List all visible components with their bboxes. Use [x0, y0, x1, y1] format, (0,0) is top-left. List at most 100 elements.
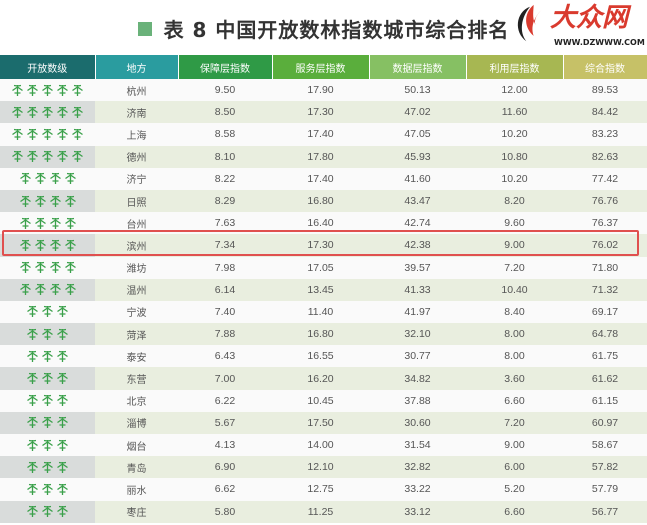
tree-icon [49, 284, 61, 296]
table-row: 济宁 8.22 17.40 41.60 10.20 77.42 [0, 167, 647, 190]
tree-icon [49, 195, 61, 207]
open-level-cell [0, 167, 95, 190]
city-cell: 菏泽 [95, 323, 178, 346]
tree-icon [27, 461, 38, 473]
index-value-cell: 9.00 [466, 434, 563, 457]
open-level-cell [0, 189, 95, 213]
tree-icon [57, 506, 68, 518]
index-value-cell: 8.50 [178, 101, 272, 124]
index-value-cell: 61.75 [563, 345, 647, 368]
index-value-cell: 10.20 [466, 167, 563, 190]
city-cell: 丽水 [95, 478, 178, 501]
city-cell: 枣庄 [95, 500, 178, 523]
index-value-cell: 56.77 [563, 500, 647, 523]
tree-icon [19, 173, 31, 185]
index-value-cell: 41.33 [369, 278, 466, 301]
tree-icon [27, 417, 38, 429]
tree-icon [42, 350, 53, 362]
index-value-cell: 7.40 [178, 300, 272, 324]
index-value-cell: 57.79 [563, 478, 647, 501]
index-value-cell: 8.00 [466, 345, 563, 368]
index-value-cell: 76.37 [563, 212, 647, 235]
tree-icon [19, 217, 31, 229]
index-value-cell: 17.90 [272, 79, 369, 102]
index-value-cell: 32.82 [369, 456, 466, 479]
tree-icon [64, 284, 76, 296]
tree-icon [49, 217, 61, 229]
city-cell: 济南 [95, 101, 178, 124]
city-cell: 泰安 [95, 345, 178, 368]
index-value-cell: 60.97 [563, 411, 647, 434]
tree-icon [34, 239, 46, 251]
tree-icon [27, 84, 38, 96]
index-value-cell: 71.80 [563, 256, 647, 279]
table-row: 台州 7.63 16.40 42.74 9.60 76.37 [0, 212, 647, 235]
tree-icon [34, 217, 46, 229]
index-value-cell: 5.67 [178, 411, 272, 434]
index-value-cell: 30.60 [369, 411, 466, 434]
index-value-cell: 6.60 [466, 389, 563, 412]
index-value-cell: 32.10 [369, 323, 466, 346]
tree-icon [57, 328, 68, 340]
index-value-cell: 3.60 [466, 367, 563, 390]
city-cell: 温州 [95, 278, 178, 301]
index-value-cell: 69.17 [563, 300, 647, 324]
city-cell: 东营 [95, 367, 178, 390]
column-header: 开放数级 [0, 55, 96, 79]
index-value-cell: 17.40 [272, 123, 369, 146]
tree-icon [64, 217, 76, 229]
city-cell: 青岛 [95, 456, 178, 479]
city-cell: 台州 [95, 212, 178, 235]
tree-icon [42, 306, 53, 318]
index-value-cell: 42.38 [369, 234, 466, 257]
table-row: 枣庄 5.80 11.25 33.12 6.60 56.77 [0, 500, 647, 523]
index-value-cell: 12.75 [272, 478, 369, 501]
index-value-cell: 4.13 [178, 434, 272, 457]
index-value-cell: 6.00 [466, 456, 563, 479]
index-value-cell: 76.76 [563, 189, 647, 213]
tree-icon [72, 106, 83, 118]
tree-icon [12, 128, 23, 140]
open-level-cell [0, 256, 95, 279]
index-value-cell: 17.30 [272, 101, 369, 124]
tree-icon [27, 106, 38, 118]
open-level-cell [0, 345, 95, 368]
index-value-cell: 57.82 [563, 456, 647, 479]
table-row: 丽水 6.62 12.75 33.22 5.20 57.79 [0, 478, 647, 501]
open-level-cell [0, 212, 95, 235]
index-value-cell: 43.47 [369, 189, 466, 213]
index-value-cell: 82.63 [563, 145, 647, 168]
tree-icon [42, 128, 53, 140]
city-cell: 宁波 [95, 300, 178, 324]
index-value-cell: 8.40 [466, 300, 563, 324]
index-value-cell: 17.05 [272, 256, 369, 279]
index-value-cell: 17.80 [272, 145, 369, 168]
open-level-cell [0, 145, 95, 168]
index-value-cell: 10.80 [466, 145, 563, 168]
index-value-cell: 13.45 [272, 278, 369, 301]
tree-icon [57, 395, 68, 407]
tree-icon [64, 173, 76, 185]
table-row: 北京 6.22 10.45 37.88 6.60 61.15 [0, 389, 647, 412]
ranking-table: 开放数级 地方 保障层指数 服务层指数 数据层指数 利用层指数 综合指数 杭州 9.50 17.… [0, 55, 647, 523]
tree-icon [42, 328, 53, 340]
open-level-cell [0, 434, 95, 457]
city-cell: 杭州 [95, 79, 178, 102]
index-value-cell: 7.20 [466, 411, 563, 434]
index-value-cell: 8.29 [178, 189, 272, 213]
tree-icon [27, 372, 38, 385]
open-level-cell [0, 456, 95, 479]
tree-icon [49, 261, 61, 274]
tree-icon [34, 261, 46, 274]
title-text: 表 8 中国开放数林指数城市综合排名 [163, 18, 510, 42]
tree-icon [64, 239, 76, 251]
index-value-cell: 7.34 [178, 234, 272, 257]
index-value-cell: 9.50 [178, 79, 272, 102]
tree-icon [42, 395, 53, 407]
table-row: 济南 8.50 17.30 47.02 11.60 84.42 [0, 101, 647, 124]
index-value-cell: 17.50 [272, 411, 369, 434]
index-value-cell: 9.60 [466, 212, 563, 235]
tree-icon [57, 106, 68, 118]
index-value-cell: 7.00 [178, 367, 272, 390]
index-value-cell: 7.63 [178, 212, 272, 235]
